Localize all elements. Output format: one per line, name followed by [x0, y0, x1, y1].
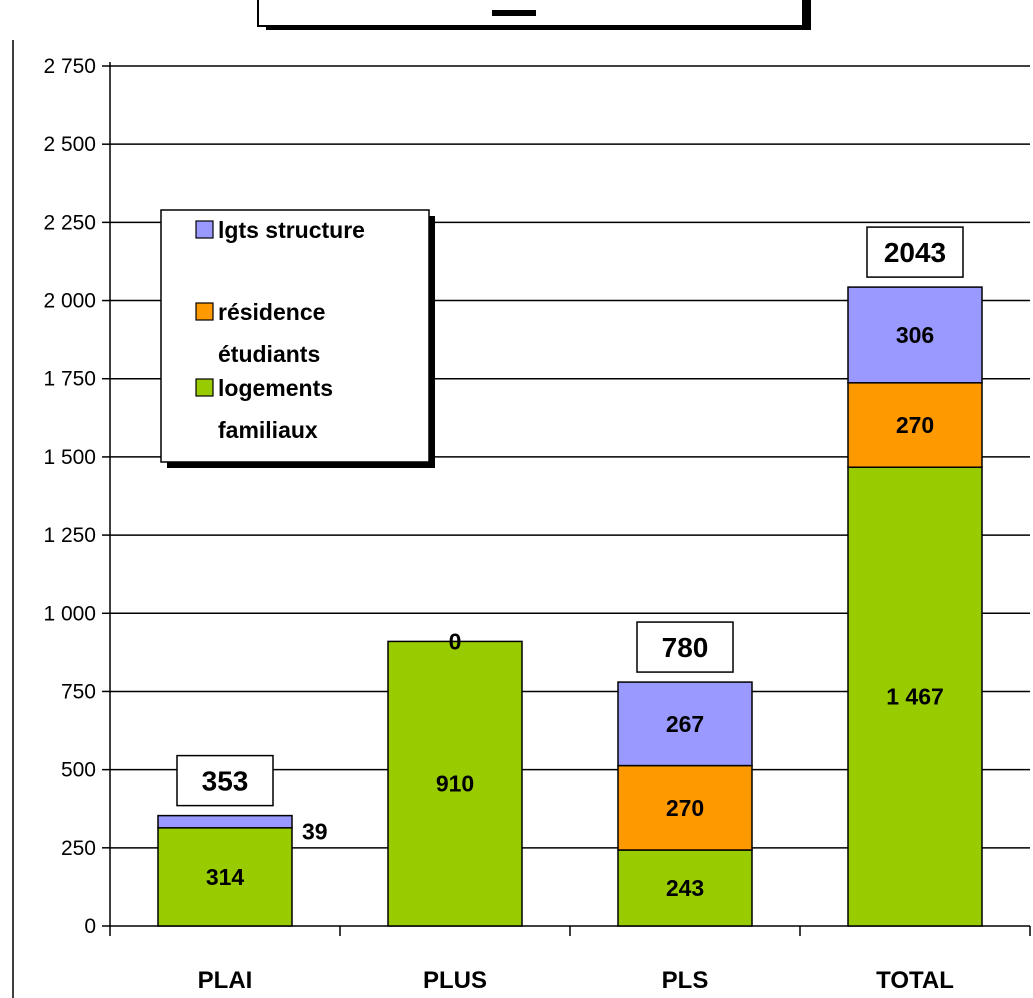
- legend-label: résidence: [218, 299, 325, 325]
- bar-segment: [617, 764, 753, 851]
- x-category-label: PLS: [662, 967, 709, 994]
- legend-swatch: [195, 378, 214, 397]
- title-text-fragment: [492, 10, 536, 16]
- legend-label: lgts structure: [218, 217, 365, 243]
- axes: 0 250 500 750 1 000 1 250 1 500 1 750 2 000 2 250…: [43, 55, 1031, 994]
- bar-segment: [847, 286, 983, 384]
- data-labels: 314 39 353 910 0 243 270 267 780 1 467 270 306 2043: [176, 226, 964, 901]
- total-box: [636, 621, 734, 673]
- y-tick-label: 1 000: [43, 602, 96, 625]
- total-label: 780: [662, 632, 709, 663]
- y-tick-label: 1 500: [43, 446, 96, 469]
- y-tick-label: 2 750: [43, 55, 96, 78]
- data-label: 910: [436, 771, 474, 797]
- total-box: [866, 226, 964, 278]
- total-box: [176, 754, 274, 807]
- legend-label: familiaux: [218, 417, 318, 443]
- bar-segment: [157, 814, 293, 829]
- bar-segment: [617, 681, 753, 767]
- y-tick-label: 2 000: [43, 290, 96, 313]
- total-label: 2043: [884, 237, 946, 268]
- data-label: 39: [302, 819, 328, 845]
- data-label: 314: [206, 864, 245, 890]
- data-label: 243: [666, 875, 704, 901]
- x-category-label: PLUS: [423, 967, 487, 994]
- data-label: 0: [449, 628, 462, 654]
- y-tick-label: 0: [84, 915, 96, 938]
- y-tick-label: 2 250: [43, 211, 96, 234]
- legend-swatch: [195, 302, 214, 321]
- y-tick-label: 1 250: [43, 524, 96, 547]
- legend-box: [160, 209, 430, 463]
- data-label: 270: [666, 795, 704, 821]
- data-label: 267: [666, 711, 704, 737]
- y-tick-label: 2 500: [43, 133, 96, 156]
- legend-label: logements: [218, 375, 333, 401]
- total-label: 353: [202, 766, 249, 797]
- legend-label: étudiants: [218, 341, 320, 367]
- y-tick-label: 1 750: [43, 368, 96, 391]
- bar-segment: [387, 640, 523, 927]
- bars: [157, 286, 983, 927]
- data-label: 270: [896, 412, 934, 438]
- bar-segment: [847, 382, 983, 468]
- x-category-label: PLAI: [198, 967, 253, 994]
- bar-segment: [847, 466, 983, 927]
- y-tick-label: 250: [61, 837, 96, 860]
- legend: lgts structure résidence étudiants logement…: [160, 209, 435, 468]
- legend-swatch: [195, 220, 214, 239]
- data-label: 306: [896, 322, 934, 348]
- y-tick-label: 750: [61, 680, 96, 703]
- y-tick-label: 500: [61, 759, 96, 782]
- x-category-label: TOTAL: [876, 967, 954, 994]
- data-label: 1 467: [886, 684, 944, 710]
